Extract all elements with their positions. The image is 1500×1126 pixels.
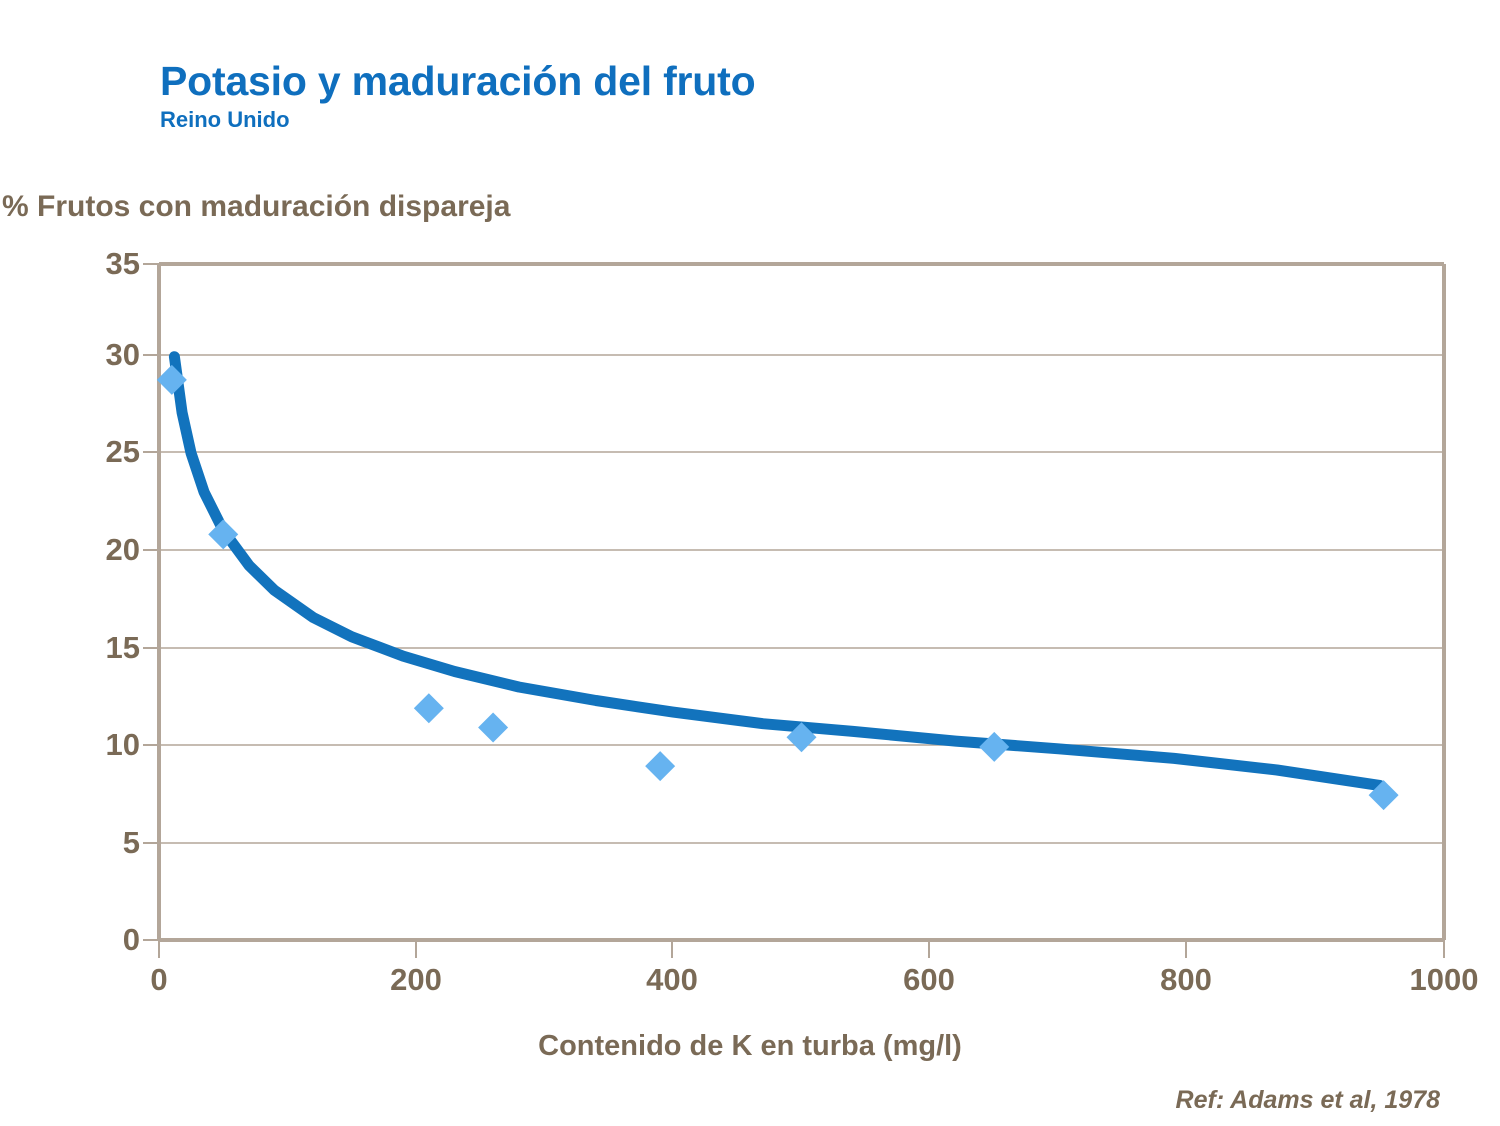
trendline-path [168,351,1386,791]
data-point-marker [979,731,1010,762]
data-point-marker [478,712,509,743]
x-tick-label-400: 400 [646,962,698,997]
y-tick-label-0: 0 [122,922,140,957]
data-point-marker [413,693,444,724]
data-point-marker [1368,780,1399,811]
reference-note: Ref: Adams et al, 1978 [1175,1086,1440,1114]
data-point-marker [208,519,239,550]
x-axis-title: Contenido de K en turba (mg/l) [538,1030,962,1062]
y-tick-label-10: 10 [105,727,140,762]
y-tick-label-25: 25 [105,434,140,469]
y-tick-label-30: 30 [105,337,140,372]
x-tick-label-600: 600 [903,962,955,997]
x-tick-label-1000: 1000 [1409,962,1479,997]
x-tick-label-800: 800 [1160,962,1212,997]
x-tick-label-200: 200 [390,962,442,997]
x-axis-ticks [158,940,1445,958]
page-title: Potasio y maduración del fruto [160,58,756,104]
y-tick-label-20: 20 [105,532,140,567]
y-tick-label-15: 15 [105,630,140,665]
y-tick-label-35: 35 [105,246,140,281]
y-axis-ticks [143,263,159,941]
x-tick-label-0: 0 [150,962,168,997]
chart-subtitle: Reino Unido [160,107,290,133]
axis-frame [157,262,1446,942]
y-tick-label-5: 5 [122,825,140,860]
data-markers [156,364,1399,811]
data-point-marker [645,751,676,782]
title-block: Potasio y maduración del fruto Reino Uni… [160,58,756,133]
y-axis-title: % Frutos con maduración dispareja [2,190,511,223]
data-point-marker [156,364,187,395]
data-point-marker [786,722,817,753]
